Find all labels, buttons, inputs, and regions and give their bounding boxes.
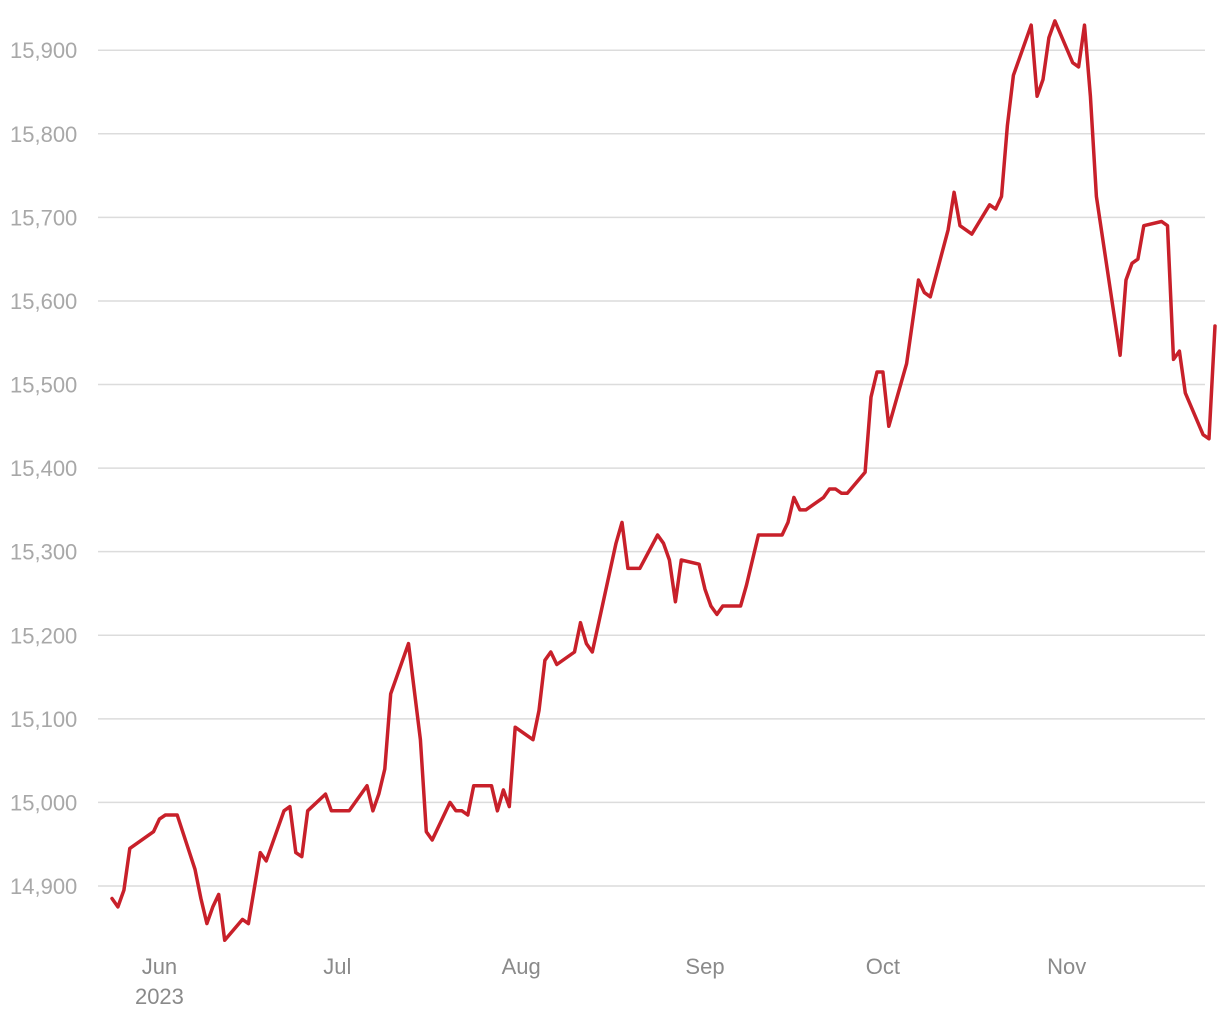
x-tick-label: Jul [323,954,351,979]
y-axis: 14,900 15,000 15,100 15,200 15,300 15,400 15,5… [10,38,77,899]
x-axis: Jun 2023 Jul Aug Sep Oct Nov [135,954,1086,1009]
y-tick-label: 15,900 [10,38,77,63]
y-tick-label: 15,000 [10,790,77,815]
y-tick-label: 15,200 [10,623,77,648]
x-tick-label: Oct [866,954,900,979]
y-tick-label: 15,300 [10,540,77,565]
series-line [110,19,1217,943]
x-tick-sublabel: 2023 [135,984,184,1009]
y-tick-label: 15,600 [10,289,77,314]
gridlines [98,49,1205,887]
x-tick-label: Nov [1047,954,1086,979]
y-tick-label: 14,900 [10,874,77,899]
x-tick-label: Sep [685,954,724,979]
y-tick-label: 15,400 [10,456,77,481]
y-tick-label: 15,700 [10,205,77,230]
x-tick-label: Aug [502,954,541,979]
y-tick-label: 15,100 [10,707,77,732]
series-group [110,19,1217,943]
y-tick-label: 15,800 [10,122,77,147]
y-tick-label: 15,500 [10,373,77,398]
x-tick-label: Jun [142,954,177,979]
